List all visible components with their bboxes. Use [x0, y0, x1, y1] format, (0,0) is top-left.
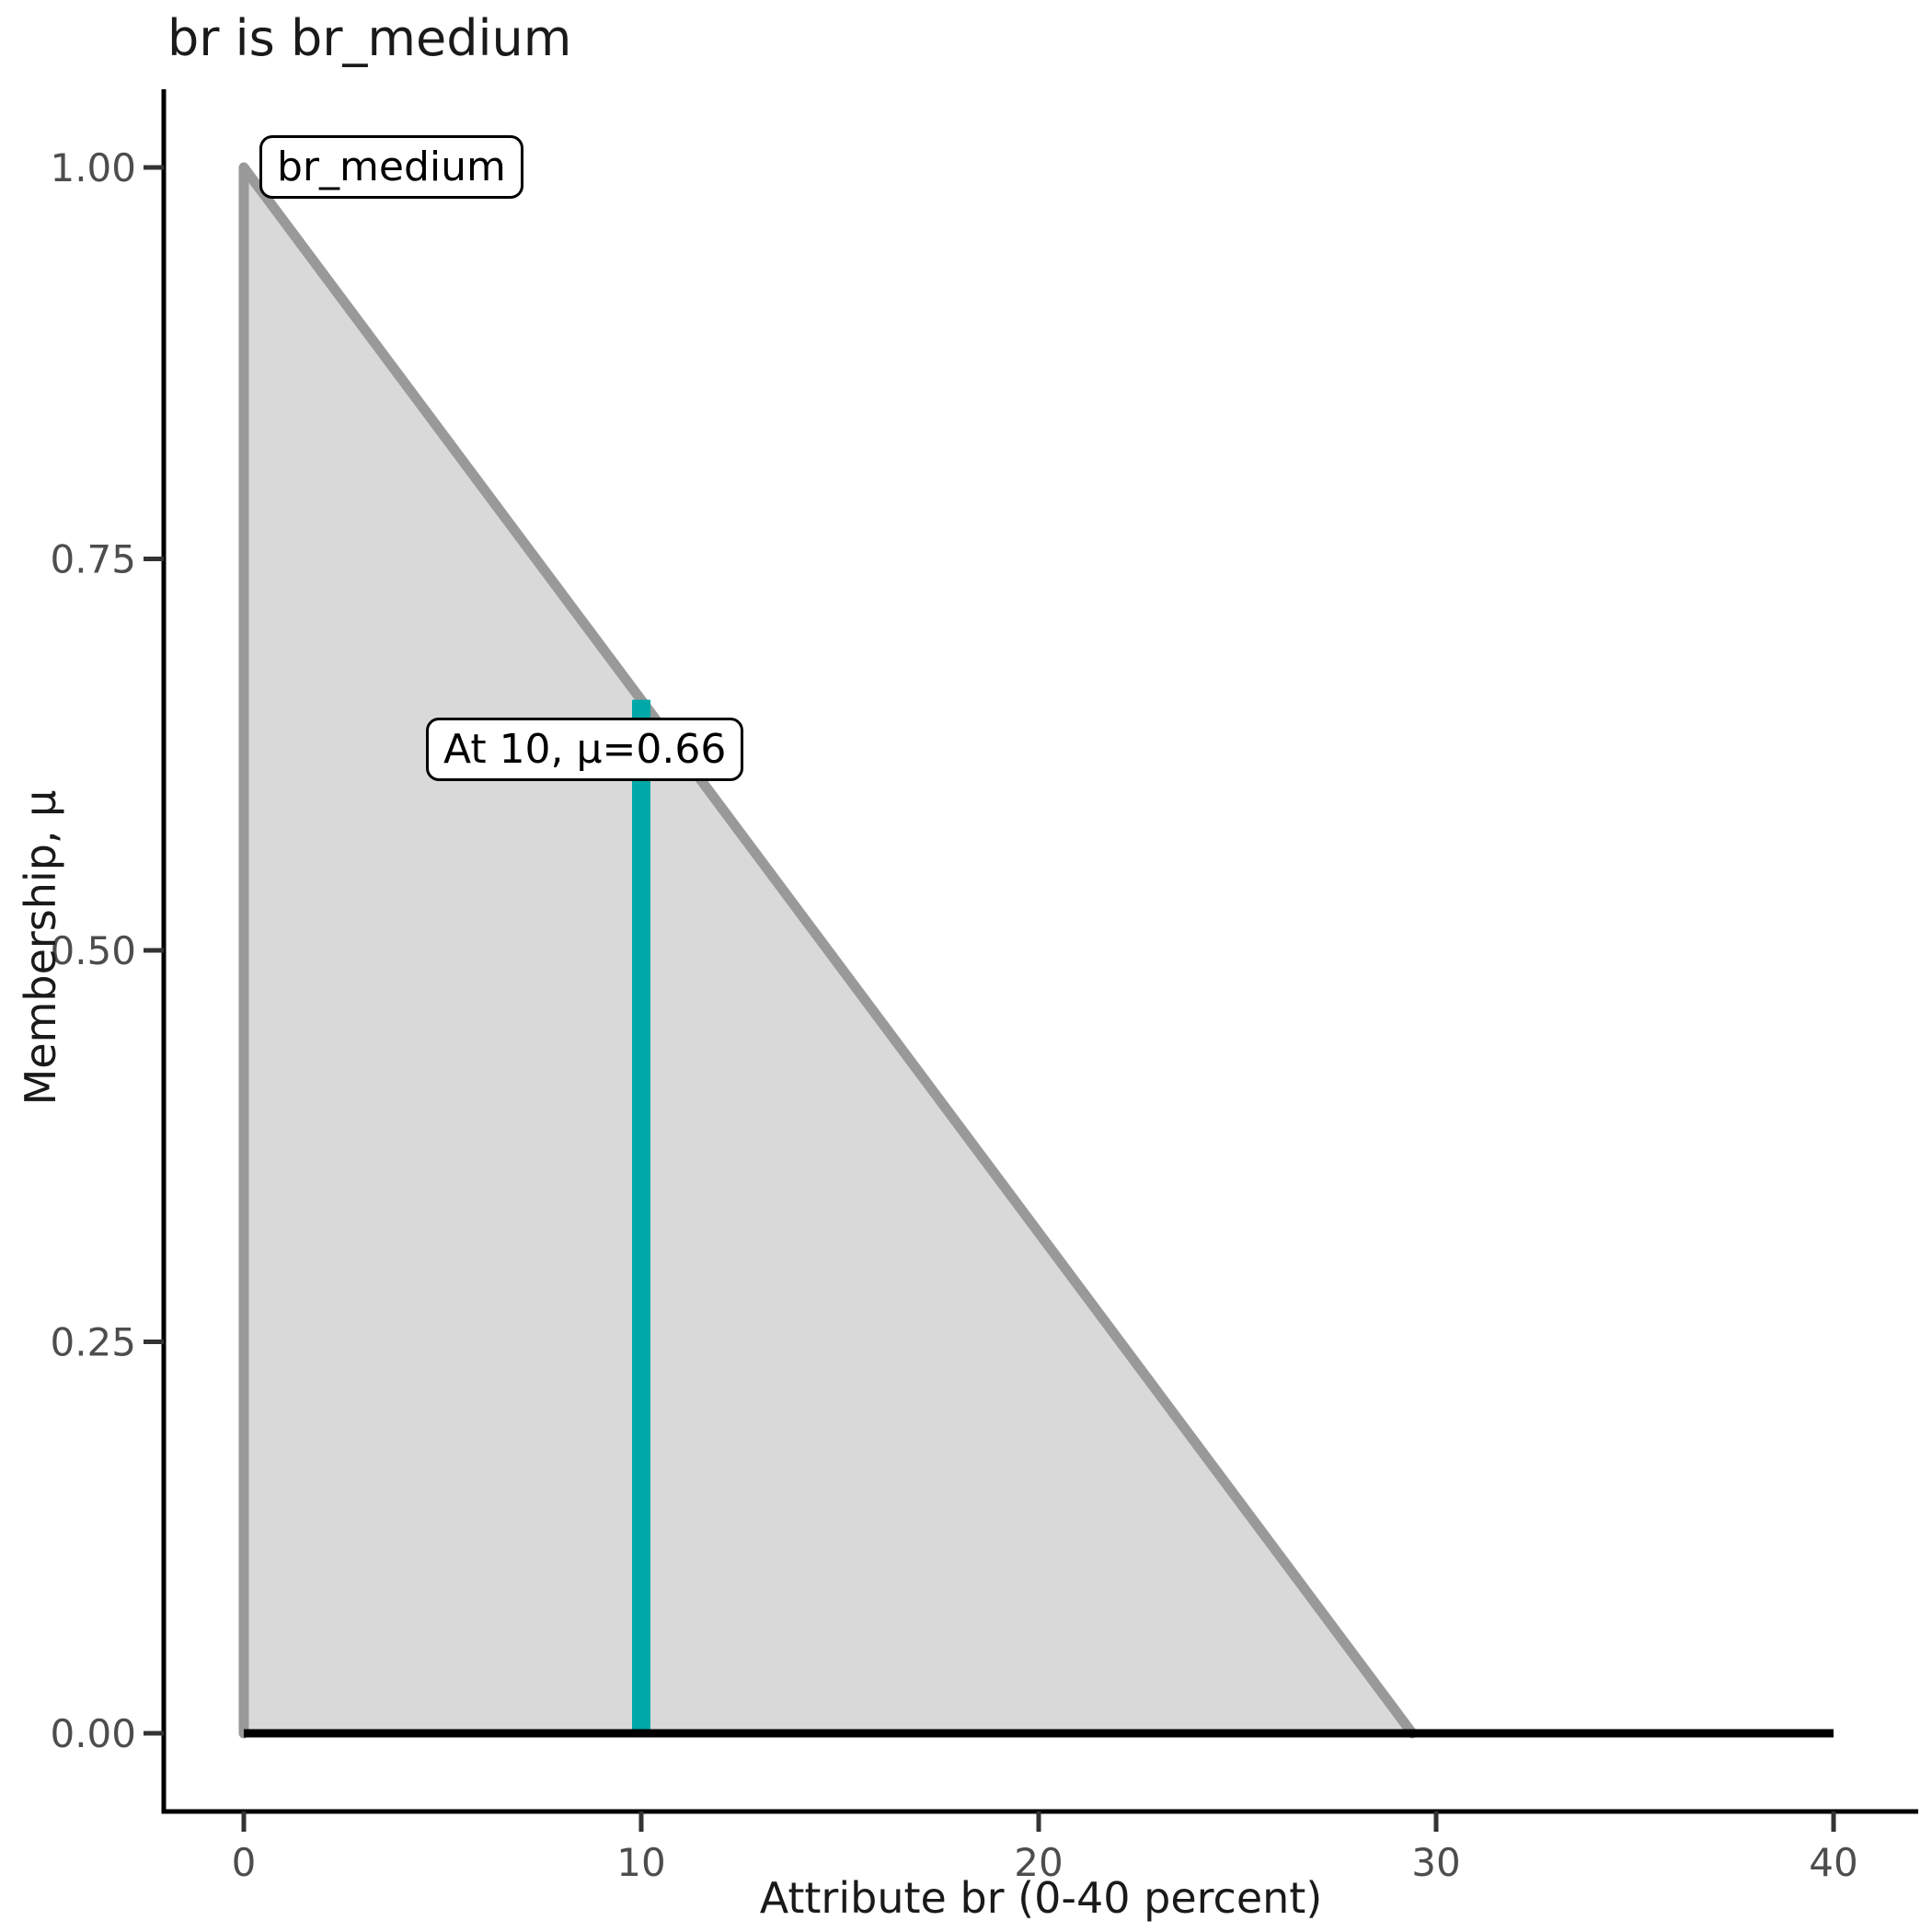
- x-tick-label-10: 10: [616, 1840, 665, 1885]
- chart-title: br is br_medium: [167, 9, 572, 67]
- y-tick-label-0.50: 0.50: [50, 928, 136, 973]
- x-axis-title: Attribute br (0-40 percent): [759, 1873, 1323, 1923]
- y-tick-label-0.00: 0.00: [50, 1711, 136, 1756]
- x-tick-label-40: 40: [1809, 1840, 1857, 1885]
- set-label-annotation: br_medium: [259, 135, 523, 199]
- membership-function-line: [238, 162, 1418, 1739]
- x-tick-label-20: 20: [1014, 1840, 1063, 1885]
- y-tick-label-0.25: 0.25: [50, 1320, 136, 1365]
- marker-value-annotation: At 10, μ=0.66: [426, 718, 744, 781]
- y-axis-title: Membership, μ: [16, 789, 65, 1106]
- x-tick-label-0: 0: [232, 1840, 257, 1885]
- x-tick-label-30: 30: [1411, 1840, 1460, 1885]
- y-tick-label-0.75: 0.75: [50, 537, 136, 582]
- y-tick-label-1.00: 1.00: [50, 145, 136, 190]
